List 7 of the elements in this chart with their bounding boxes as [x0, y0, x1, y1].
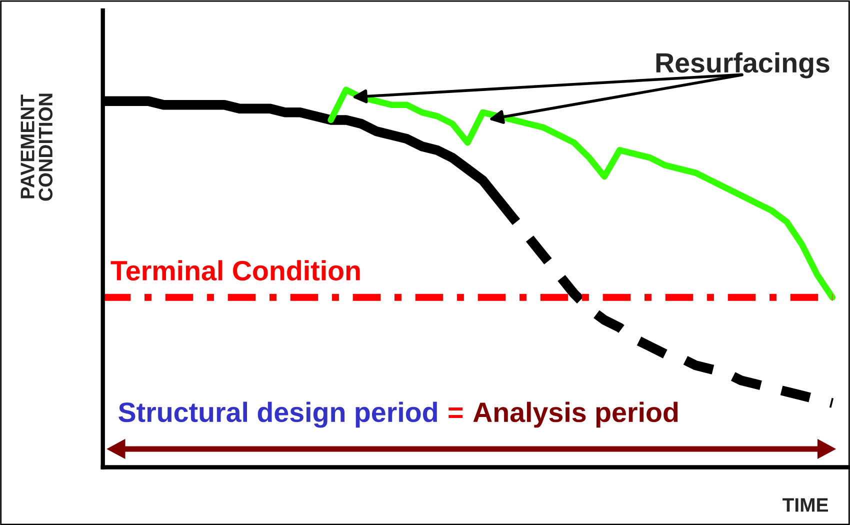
annotation: Analysis period: [473, 402, 678, 428]
text: Resurfacings: [656, 52, 830, 78]
y-axis-title: PAVEMENT CONDITION: [20, 94, 53, 201]
ref-line-label: Terminal Condition: [110, 260, 360, 281]
annotation: Structural design period: [118, 402, 437, 428]
annotation: =: [448, 407, 463, 418]
x-axis-title: TIME: [782, 498, 828, 512]
